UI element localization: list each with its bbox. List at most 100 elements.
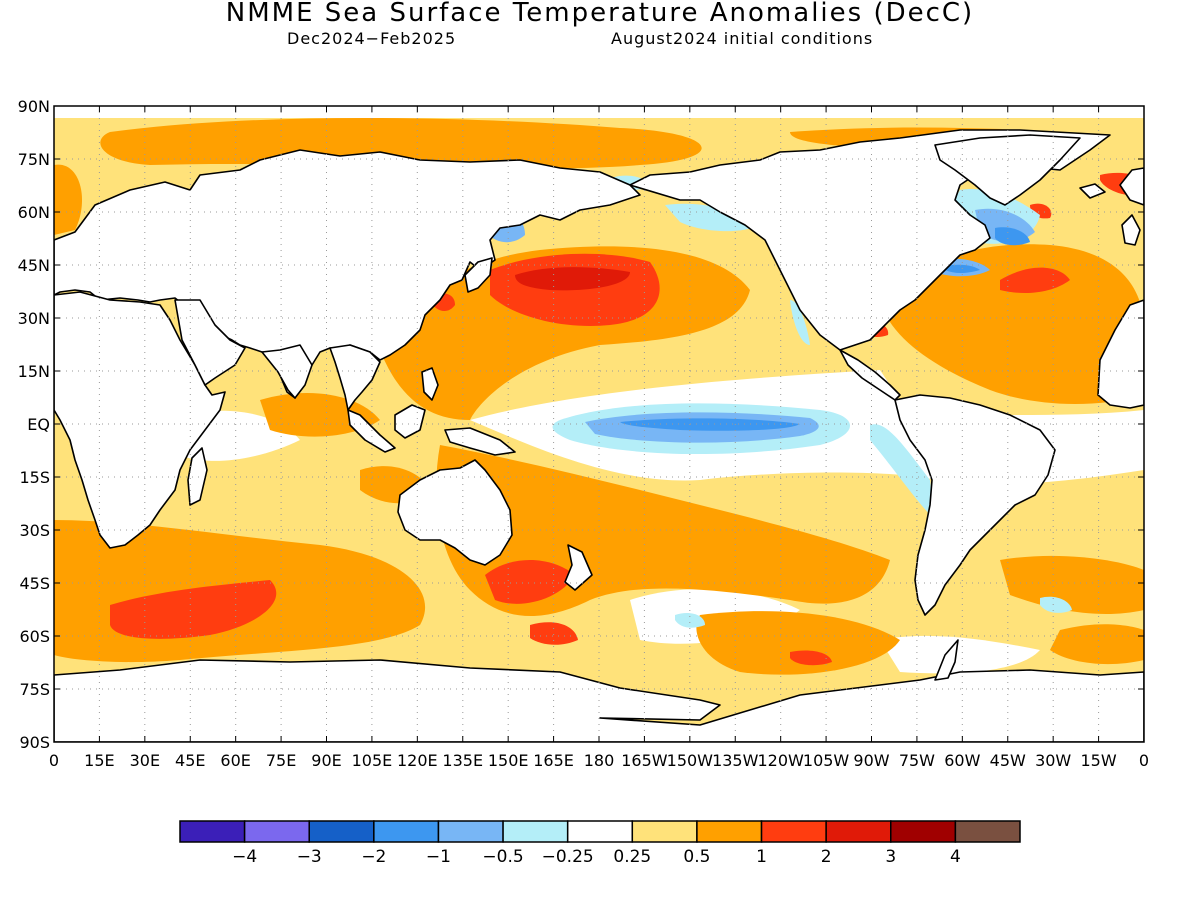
lon-label: 0 <box>1139 751 1149 770</box>
lon-label: 135E <box>442 751 483 770</box>
lat-label: 30N <box>18 309 50 328</box>
colorbar-label: −1 <box>426 847 451 867</box>
colorbar-label: 0.25 <box>613 847 651 867</box>
colorbar-swatch <box>502 820 569 843</box>
hot-se-pacific-patch <box>790 650 832 666</box>
colorbar-swatch <box>954 820 1021 843</box>
britain-land <box>1121 214 1141 246</box>
lon-label: 150E <box>488 751 529 770</box>
colorbar-label: −0.25 <box>542 847 594 867</box>
lon-label: 15W <box>1080 751 1116 770</box>
very-hot-kuroshio-ext <box>515 267 630 291</box>
cool-peru-coast <box>870 424 935 520</box>
iceland-land <box>1079 183 1106 199</box>
lat-label: 90S <box>19 733 50 752</box>
lon-label: 90W <box>853 751 889 770</box>
colorbar-label: 0.5 <box>683 847 710 867</box>
lat-label: EQ <box>27 415 50 434</box>
colorbar-label: −0.5 <box>482 847 523 867</box>
colorbar-label: 3 <box>885 847 896 867</box>
lat-label: 15S <box>19 468 50 487</box>
lon-label: 30W <box>1035 751 1071 770</box>
colorbar-label: −2 <box>361 847 386 867</box>
colorbar-label: 2 <box>821 847 832 867</box>
lat-label: 75S <box>19 680 50 699</box>
lon-label: 120W <box>757 751 804 770</box>
lat-label: 60N <box>18 203 50 222</box>
cool-eq-pacific-core <box>620 418 800 431</box>
lon-label: 75E <box>266 751 296 770</box>
lon-label: 90E <box>311 751 341 770</box>
anomaly-field <box>54 106 1144 742</box>
colorbar-swatch <box>179 820 246 843</box>
forecast-period: Dec2024−Feb2025 <box>287 29 457 48</box>
warm-arctic-eurasia <box>100 118 702 169</box>
lon-label: 135W <box>712 751 759 770</box>
lon-label: 45E <box>175 751 205 770</box>
colorbar-label: 1 <box>756 847 767 867</box>
lon-label: 75W <box>899 751 935 770</box>
cool-s-pacific-patch <box>675 613 705 628</box>
graticule <box>54 106 1144 742</box>
antarctica-land <box>54 659 1144 742</box>
colorbar-swatch <box>373 820 440 843</box>
warm-n-atlantic <box>880 244 1144 405</box>
lon-label: 45W <box>990 751 1026 770</box>
lon-label: 15E <box>84 751 114 770</box>
colorbar-swatch <box>631 820 698 843</box>
hot-s-pacific-patch <box>530 622 578 645</box>
colorbar-swatch <box>696 820 763 843</box>
lat-label: 45N <box>18 256 50 275</box>
lat-label: 30S <box>19 521 50 540</box>
lon-label: 105W <box>803 751 850 770</box>
cool-gulf-alaska <box>665 203 760 232</box>
lon-label: 150W <box>667 751 714 770</box>
colorbar-label: −3 <box>297 847 322 867</box>
warm-se-pacific <box>696 611 900 675</box>
initial-conditions: August2024 initial conditions <box>611 29 874 48</box>
colorbar-swatch <box>825 820 892 843</box>
hot-tasman-sea <box>485 560 575 604</box>
hot-s-indian <box>110 580 277 639</box>
colorbar-swatch <box>890 820 957 843</box>
colorbar-swatch <box>308 820 375 843</box>
central-america-land <box>839 349 901 401</box>
europe-east-edge <box>1119 167 1144 206</box>
colorbar-label: −4 <box>232 847 257 867</box>
lat-label: 15N <box>18 362 50 381</box>
colorbar <box>179 820 1021 843</box>
cool-baja <box>790 300 810 345</box>
lon-label: 180 <box>584 751 615 770</box>
lon-label: 30E <box>130 751 160 770</box>
cool-labrador-core <box>995 227 1030 246</box>
colorbar-label: 4 <box>950 847 961 867</box>
africa-west-edge <box>1097 299 1144 409</box>
longitude-labels: 0 15E 30E 45E 60E 75E 90E 105E 120E 135E 150E 165E 1… <box>49 751 1149 770</box>
sumatra-land <box>347 409 396 453</box>
warm-s-atlantic <box>1000 555 1144 615</box>
lat-label: 60S <box>19 627 50 646</box>
lon-label: 60E <box>220 751 250 770</box>
lat-label: 75N <box>18 150 50 169</box>
lon-label: 165E <box>533 751 574 770</box>
india-land <box>261 344 313 399</box>
greenland-land <box>934 134 1081 206</box>
neutral-se-pacific <box>880 635 1040 674</box>
lon-label: 120E <box>397 751 438 770</box>
lat-label: 45S <box>19 574 50 593</box>
new-zealand-land <box>564 544 593 591</box>
colorbar-labels: −4 −3 −2 −1 −0.5 −0.25 0.25 0.5 1 2 3 4 <box>232 847 961 867</box>
philippines-land <box>421 367 439 401</box>
lon-label: 0 <box>49 751 59 770</box>
colorbar-swatch <box>760 820 827 843</box>
antarctic-peninsula <box>934 639 959 681</box>
lon-label: 105E <box>352 751 393 770</box>
warm-sw-indian-south <box>1050 624 1144 665</box>
warm-norwegian-sea <box>54 164 83 235</box>
arabia-land <box>174 299 246 386</box>
new-guinea-land <box>444 427 516 456</box>
hot-gulf-stream <box>1000 267 1070 293</box>
axis-ticks <box>53 105 1145 743</box>
south-america-land <box>894 394 1056 616</box>
madagascar-land <box>187 447 208 506</box>
